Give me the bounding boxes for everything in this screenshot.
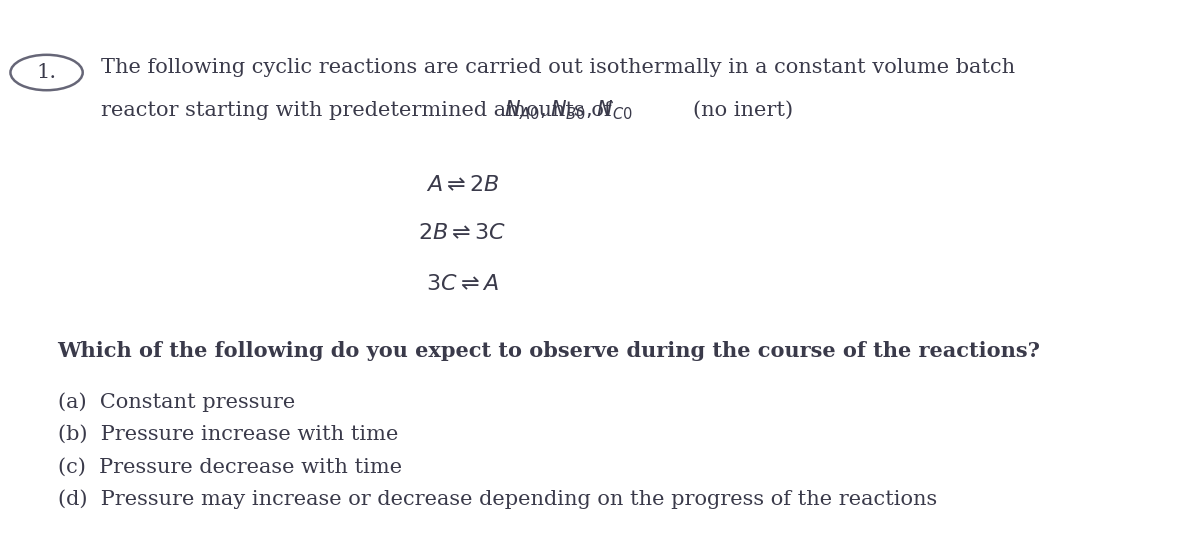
Text: (c)  Pressure decrease with time: (c) Pressure decrease with time xyxy=(58,457,402,476)
Text: The following cyclic reactions are carried out isothermally in a constant volume: The following cyclic reactions are carri… xyxy=(101,57,1015,76)
Text: (no inert): (no inert) xyxy=(692,101,793,120)
Text: Which of the following do you expect to observe during the course of the reactio: Which of the following do you expect to … xyxy=(58,341,1040,362)
Text: (b)  Pressure increase with time: (b) Pressure increase with time xyxy=(58,425,398,444)
Text: $2B \rightleftharpoons 3C$: $2B \rightleftharpoons 3C$ xyxy=(419,222,506,244)
Text: reactor starting with predetermined amounts of: reactor starting with predetermined amou… xyxy=(101,101,618,120)
Text: $N_{A0}, N_{B0}, N_{C0}$: $N_{A0}, N_{B0}, N_{C0}$ xyxy=(504,98,632,122)
Text: $3C \rightleftharpoons A$: $3C \rightleftharpoons A$ xyxy=(426,273,499,295)
Text: $A \rightleftharpoons 2B$: $A \rightleftharpoons 2B$ xyxy=(426,174,499,196)
Text: (d)  Pressure may increase or decrease depending on the progress of the reaction: (d) Pressure may increase or decrease de… xyxy=(58,489,937,509)
Text: (a)  Constant pressure: (a) Constant pressure xyxy=(58,392,295,412)
Text: 1.: 1. xyxy=(36,63,56,82)
